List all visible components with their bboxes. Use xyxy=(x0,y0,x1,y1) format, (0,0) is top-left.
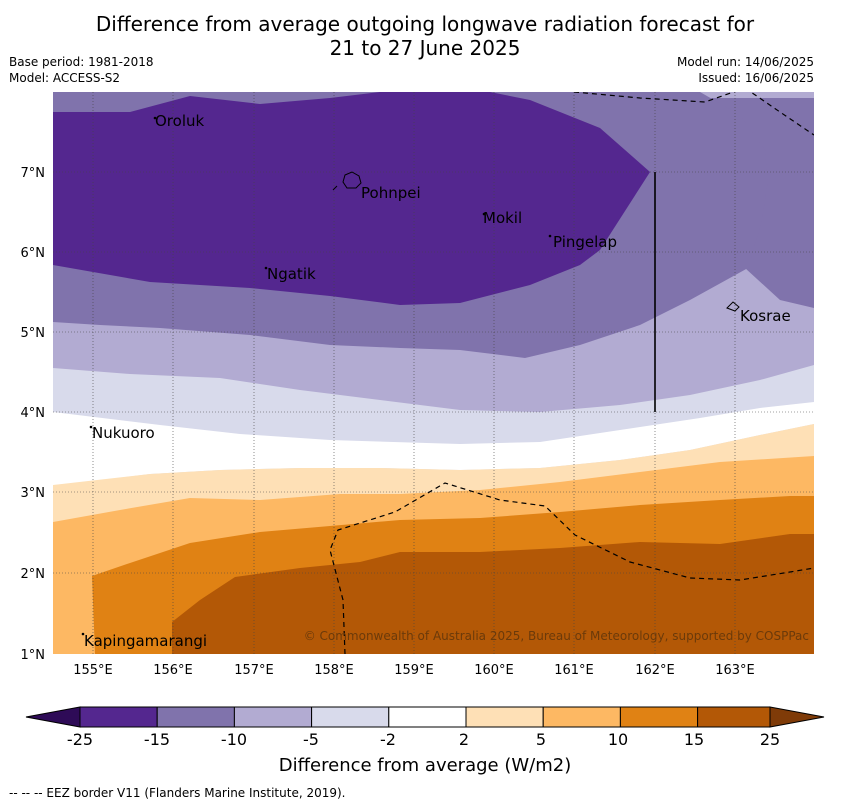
place-label-kapingamarangi: Kapingamarangi xyxy=(84,632,207,650)
eez-borders xyxy=(329,92,814,654)
place-label-oroluk: Oroluk xyxy=(155,112,204,130)
place-label-kosrae: Kosrae xyxy=(740,307,791,325)
lon-tick: 160°E xyxy=(474,663,514,678)
issued-date: Issued: 16/06/2025 xyxy=(698,71,814,85)
kapingamarangi-marker-icon xyxy=(81,632,85,636)
colorbar-tick: 2 xyxy=(459,730,469,749)
colorbar-segment xyxy=(388,706,467,728)
eez-footnote: -- -- -- EEZ border V11 (Flanders Marine… xyxy=(9,786,346,800)
lon-tick: 162°E xyxy=(635,663,675,678)
model-run: Model run: 14/06/2025 xyxy=(676,55,814,69)
place-label-pohnpei: Pohnpei xyxy=(361,184,421,202)
lat-tick: 1°N xyxy=(21,648,46,663)
band-dark-purple xyxy=(53,92,814,308)
lon-tick: 163°E xyxy=(715,663,755,678)
lat-axis: 7°N 6°N 5°N 4°N 3°N 2°N 1°N xyxy=(21,166,46,663)
lon-tick: 159°E xyxy=(394,663,434,678)
pohnpei-island-icon xyxy=(342,171,362,189)
lat-tick: 2°N xyxy=(21,567,46,582)
colorbar-tick: -15 xyxy=(144,730,170,749)
kosrae-island-icon xyxy=(726,301,740,312)
colorbar-segment xyxy=(79,706,158,728)
lon-tick: 161°E xyxy=(554,663,594,678)
meta-right: Model run: 14/06/2025 Issued: 16/06/2025 xyxy=(677,54,814,86)
colorbar-segment xyxy=(156,706,235,728)
lon-tick: 157°E xyxy=(234,663,274,678)
colorbar-tick: -5 xyxy=(303,730,319,749)
place-label-ngatik: Ngatik xyxy=(267,265,316,283)
lon-axis: 155°E 156°E 157°E 158°E 159°E 160°E 161°… xyxy=(73,663,755,678)
lat-tick: 4°N xyxy=(21,406,46,421)
title-line-1: Difference from average outgoing longwav… xyxy=(95,12,755,36)
meta-left: Base period: 1981-2018 Model: ACCESS-S2 xyxy=(9,54,154,86)
colorbar: -25 -15 -10 -5 -2 2 5 10 15 25 xyxy=(25,706,825,749)
lat-tick: 7°N xyxy=(21,166,46,181)
colorbar-segment xyxy=(697,706,771,728)
lat-tick: 5°N xyxy=(21,326,46,341)
colorbar-tick: -25 xyxy=(67,730,93,749)
place-label-nukuoro: Nukuoro xyxy=(92,424,155,442)
islands xyxy=(81,116,740,636)
title-line-2: 21 to 27 June 2025 xyxy=(329,36,521,60)
colorbar-segment xyxy=(311,706,390,728)
colorbar-min-extend xyxy=(25,706,81,728)
place-label-pingelap: Pingelap xyxy=(553,233,617,251)
lon-tick: 155°E xyxy=(73,663,113,678)
lon-tick: 156°E xyxy=(153,663,193,678)
forecast-map: Oroluk Pohnpei Mokil Pingelap Ngatik Kos… xyxy=(53,92,814,654)
graticule xyxy=(53,92,814,654)
colorbar-segment xyxy=(619,706,699,728)
place-label-mokil: Mokil xyxy=(483,209,522,227)
lat-tick: 3°N xyxy=(21,486,46,501)
colorbar-tick: -10 xyxy=(221,730,247,749)
colorbar-tick: 5 xyxy=(536,730,546,749)
band-neutral xyxy=(53,402,814,486)
colorbar-segment xyxy=(465,706,544,728)
ant-atoll-icon xyxy=(332,185,338,191)
oroluk-marker-icon xyxy=(153,116,157,120)
model-name: Model: ACCESS-S2 xyxy=(9,71,121,85)
colorbar-segment xyxy=(542,706,621,728)
band-brown xyxy=(172,534,814,654)
lon-tick: 158°E xyxy=(314,663,354,678)
colorbar-max-extend xyxy=(769,706,825,728)
nukuoro-marker-icon xyxy=(89,425,93,429)
mokil-marker-icon xyxy=(482,212,486,216)
pingelap-marker-icon xyxy=(548,234,552,238)
colorbar-tick: -2 xyxy=(380,730,396,749)
colorbar-segment xyxy=(233,706,313,728)
page-title: Difference from average outgoing longwav… xyxy=(0,12,850,60)
ngatik-marker-icon xyxy=(264,266,268,270)
copyright-notice: © Commonwealth of Australia 2025, Bureau… xyxy=(304,629,809,643)
base-period: Base period: 1981-2018 xyxy=(9,55,154,69)
colorbar-label: Difference from average (W/m2) xyxy=(278,755,572,776)
colorbar-tick: 25 xyxy=(760,730,780,749)
colorbar-tick: 10 xyxy=(608,730,628,749)
lat-tick: 6°N xyxy=(21,246,46,261)
colorbar-tick: 15 xyxy=(684,730,704,749)
